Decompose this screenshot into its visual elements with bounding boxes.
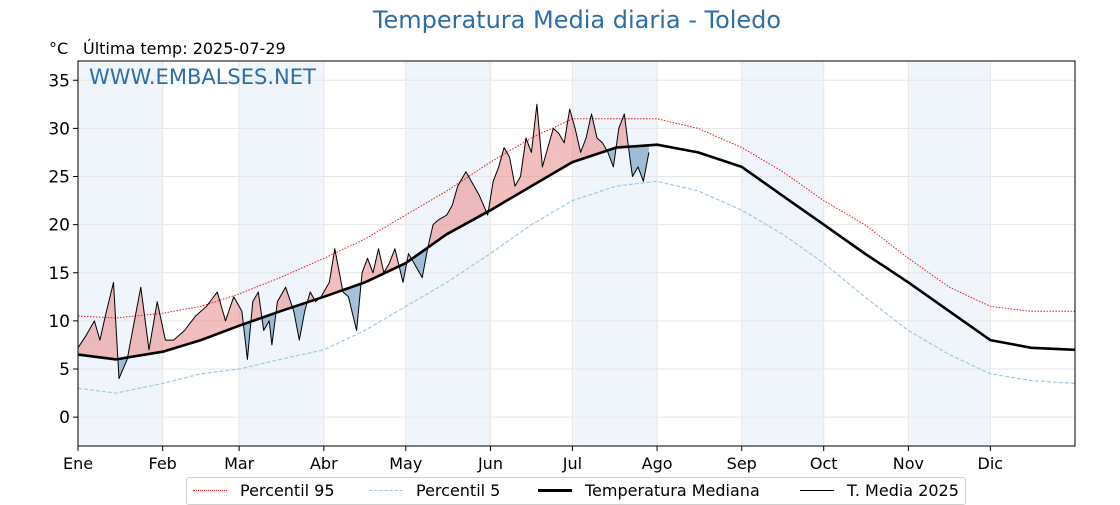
x-tick-label: Jul xyxy=(562,454,582,473)
month-band xyxy=(78,61,163,446)
x-tick-label: Nov xyxy=(893,454,924,473)
x-tick-label: Ago xyxy=(642,454,673,473)
x-tick-label: Feb xyxy=(149,454,177,473)
month-band xyxy=(908,61,990,446)
y-tick-label: 35 xyxy=(48,71,70,91)
legend-label-median: Temperatura Mediana xyxy=(585,481,760,500)
x-tick-label: Abr xyxy=(310,454,338,473)
anomaly-fills xyxy=(78,104,649,378)
x-tick-label: Mar xyxy=(224,454,255,473)
y-axis: 0 5 10 15 20 25 30 35 xyxy=(48,71,78,428)
x-axis: Ene Feb Mar Abr May Jun Jul Ago Sep Oct Nov Dic xyxy=(63,446,1003,473)
watermark: WWW.EMBALSES.NET xyxy=(89,65,316,89)
month-bands xyxy=(78,61,990,446)
y-tick-label: 15 xyxy=(48,264,70,284)
month-band xyxy=(742,61,824,446)
legend-swatch-current xyxy=(800,490,834,491)
legend-swatch-p95 xyxy=(193,490,227,491)
y-tick-label: 30 xyxy=(48,119,70,139)
x-tick-label: Ene xyxy=(63,454,93,473)
y-tick-label: 5 xyxy=(59,360,70,380)
legend-swatch-median xyxy=(538,489,572,492)
fill-above xyxy=(217,292,225,334)
x-tick-label: Dic xyxy=(978,454,1004,473)
legend-swatch-p5 xyxy=(369,490,403,491)
legend-label-current: T. Media 2025 xyxy=(847,481,959,500)
fill-above xyxy=(553,128,558,173)
x-tick-label: Sep xyxy=(727,454,757,473)
legend-label-p5: Percentil 5 xyxy=(416,481,500,500)
x-tick-label: Oct xyxy=(810,454,838,473)
legend-item-p95: Percentil 95 xyxy=(193,481,335,500)
y-tick-label: 25 xyxy=(48,168,70,188)
x-tick-label: Jun xyxy=(477,454,503,473)
legend-item-current: T. Media 2025 xyxy=(800,481,959,500)
legend: Percentil 95 Percentil 5 Temperatura Med… xyxy=(186,477,966,505)
y-tick-label: 0 xyxy=(59,408,70,428)
legend-item-median: Temperatura Mediana xyxy=(538,481,760,500)
y-tick-label: 20 xyxy=(48,216,70,236)
y-tick-label: 10 xyxy=(48,312,70,332)
month-band xyxy=(239,61,324,446)
x-tick-label: May xyxy=(389,454,422,473)
legend-item-p5: Percentil 5 xyxy=(369,481,500,500)
legend-label-p95: Percentil 95 xyxy=(240,481,335,500)
fill-above xyxy=(548,128,553,176)
